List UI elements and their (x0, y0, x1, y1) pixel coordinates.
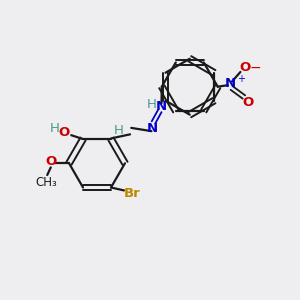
Text: +: + (237, 74, 245, 84)
Text: O: O (242, 95, 254, 109)
Text: CH₃: CH₃ (35, 176, 57, 189)
Text: Br: Br (124, 187, 141, 200)
Text: H: H (114, 124, 124, 137)
Text: O: O (239, 61, 251, 74)
Text: −: − (250, 61, 262, 75)
Text: O: O (45, 155, 56, 168)
Text: N: N (146, 122, 158, 135)
Text: N: N (155, 100, 167, 112)
Text: O: O (59, 126, 70, 139)
Text: H: H (147, 98, 157, 111)
Text: N: N (225, 77, 236, 90)
Text: H: H (50, 122, 59, 135)
